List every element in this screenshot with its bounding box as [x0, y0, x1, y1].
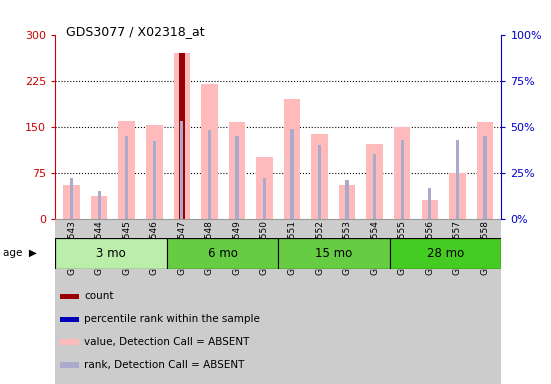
Bar — [146, 125, 163, 219]
Text: percentile rank within the sample: percentile rank within the sample — [84, 314, 260, 324]
Bar — [366, 144, 383, 219]
Bar — [235, 136, 239, 219]
Bar — [477, 122, 493, 219]
Bar — [98, 191, 101, 219]
Bar — [208, 131, 211, 219]
Bar — [179, 53, 185, 219]
Text: 6 mo: 6 mo — [208, 247, 237, 260]
Bar — [345, 180, 349, 219]
Text: count: count — [84, 291, 114, 301]
Bar — [70, 178, 73, 219]
Bar — [118, 121, 135, 219]
Bar — [311, 134, 328, 219]
Bar — [390, 238, 501, 269]
Bar — [60, 293, 79, 299]
Bar — [180, 121, 183, 219]
Bar — [456, 140, 459, 219]
Text: value, Detection Call = ABSENT: value, Detection Call = ABSENT — [84, 337, 249, 347]
Bar — [174, 53, 190, 219]
Bar — [449, 173, 466, 219]
Text: 15 mo: 15 mo — [315, 247, 353, 260]
Text: 28 mo: 28 mo — [427, 247, 464, 260]
Bar — [60, 316, 79, 322]
Bar — [290, 129, 294, 219]
Bar — [483, 136, 487, 219]
Bar — [394, 127, 410, 219]
Bar — [166, 238, 278, 269]
Text: 3 mo: 3 mo — [96, 247, 126, 260]
Bar — [63, 185, 80, 219]
Bar — [153, 141, 156, 219]
Bar — [55, 238, 166, 269]
Text: rank, Detection Call = ABSENT: rank, Detection Call = ABSENT — [84, 360, 244, 370]
Bar — [256, 157, 273, 219]
Bar — [428, 187, 431, 219]
Text: GDS3077 / X02318_at: GDS3077 / X02318_at — [66, 25, 205, 38]
Bar — [60, 339, 79, 345]
Text: age  ▶: age ▶ — [3, 248, 36, 258]
Bar — [91, 195, 107, 219]
Bar — [401, 140, 404, 219]
Bar — [201, 84, 218, 219]
Bar — [278, 238, 390, 269]
Bar — [373, 154, 376, 219]
Bar — [263, 178, 266, 219]
Bar — [229, 122, 245, 219]
Bar — [125, 136, 128, 219]
Bar — [422, 200, 438, 219]
Bar — [318, 145, 321, 219]
Bar — [339, 185, 355, 219]
Bar — [60, 362, 79, 368]
Bar — [284, 99, 300, 219]
